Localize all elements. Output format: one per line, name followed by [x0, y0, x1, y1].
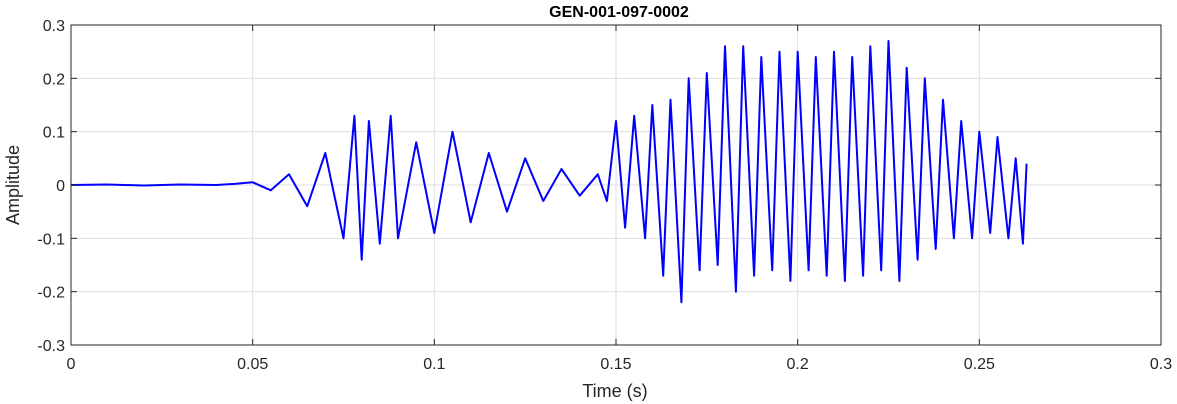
y-tick-label: 0 [56, 178, 65, 195]
x-tick-label: 0.3 [1150, 356, 1172, 373]
y-tick-label: -0.3 [37, 338, 65, 355]
x-tick-label: 0.05 [237, 356, 268, 373]
x-tick-label: 0 [67, 356, 76, 373]
x-axis-label: Time (s) [582, 381, 647, 401]
y-axis-label: Amplitude [3, 145, 23, 225]
ticks [70, 24, 1162, 346]
y-tick-label: 0.1 [43, 125, 65, 142]
y-tick-label: -0.2 [37, 285, 65, 302]
x-tick-label: 0.2 [787, 356, 809, 373]
signal-line [70, 40, 1028, 304]
y-tick-label: 0.2 [43, 71, 65, 88]
x-tick-label: 0.15 [600, 356, 631, 373]
x-tick-label: 0.25 [964, 356, 995, 373]
y-tick-label: 0.3 [43, 18, 65, 35]
x-tick-label: 0.1 [423, 356, 445, 373]
chart-title: GEN-001-097-0002 [549, 4, 689, 21]
y-tick-labels: -0.3 -0.2 -0.1 0 0.1 0.2 0.3 [37, 18, 65, 355]
y-tick-label: -0.1 [37, 231, 65, 248]
x-tick-labels: 0 0.05 0.1 0.15 0.2 0.25 0.3 [67, 356, 1173, 373]
grid [70, 24, 1162, 346]
